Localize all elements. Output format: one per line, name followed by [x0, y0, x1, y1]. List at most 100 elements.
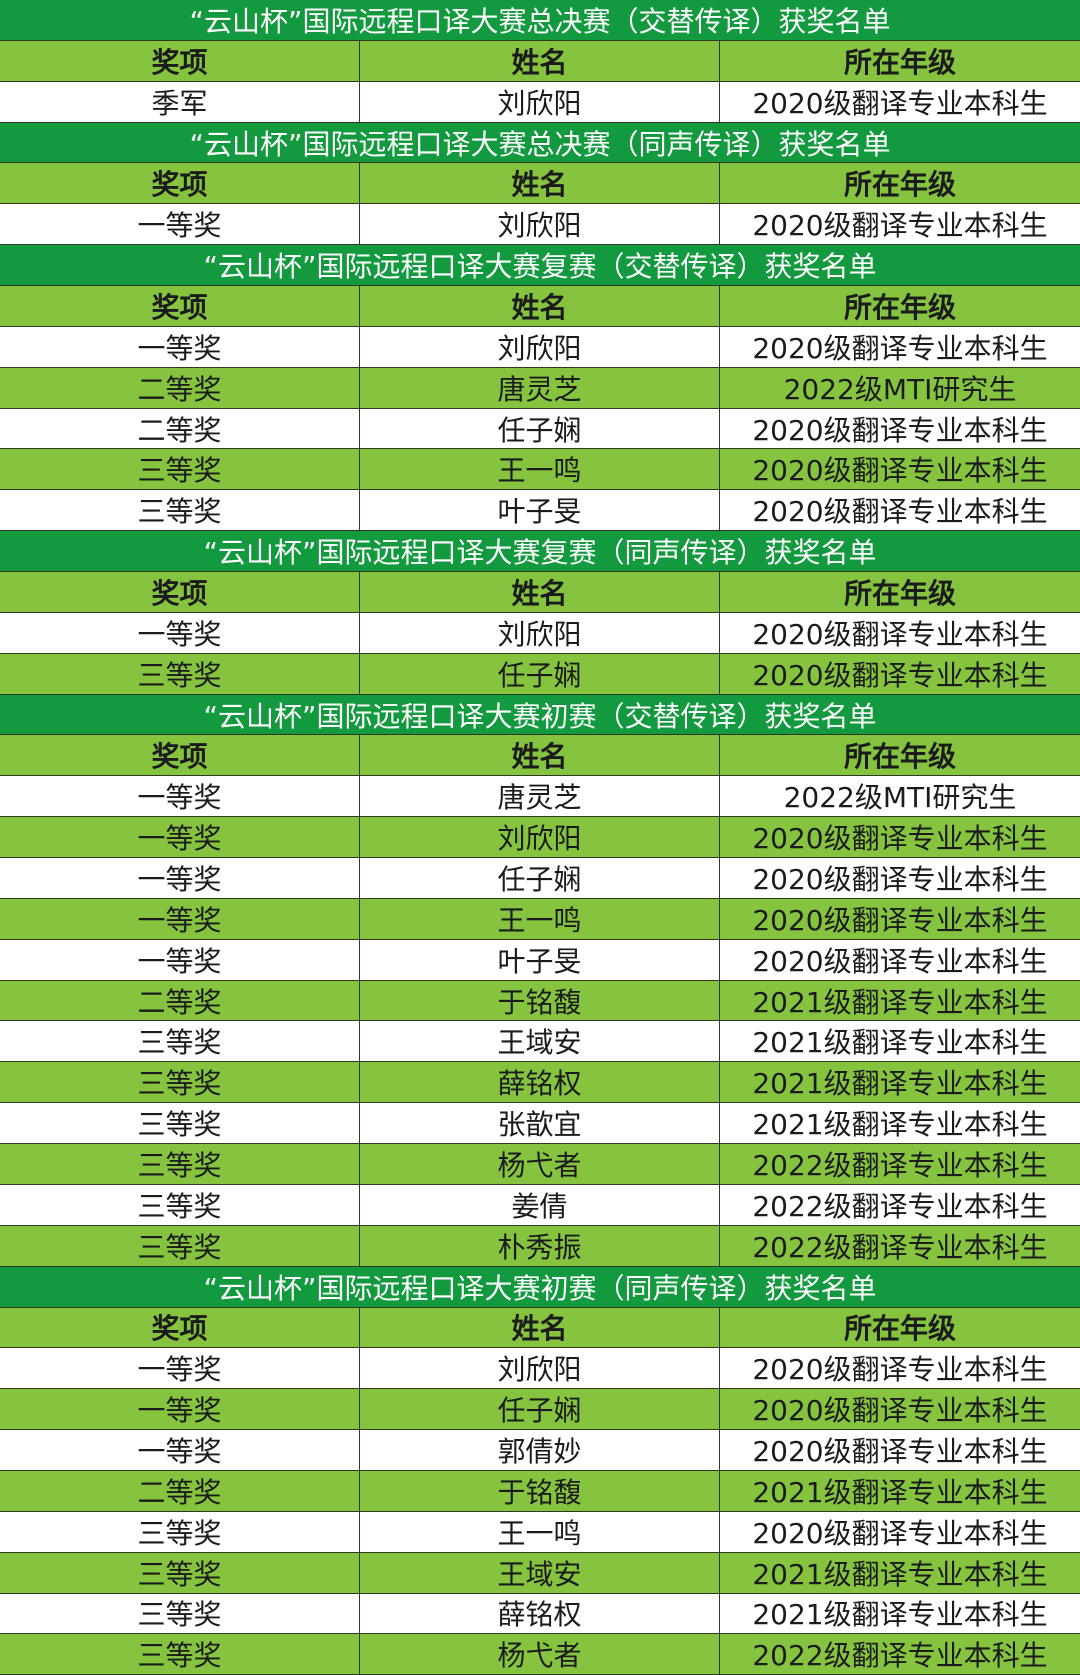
data-row: 季军 刘欣阳 2020级翻译专业本科生: [0, 81, 1080, 123]
header-cell: 所在年级: [843, 1312, 956, 1346]
data-cell: 朴秀振: [360, 1225, 720, 1266]
data-cell: 张歆宜: [360, 1103, 720, 1144]
data-row: 三等奖 薛铭权 2021级翻译专业本科生: [0, 1593, 1080, 1635]
data-row: 三等奖 王一鸣 2020级翻译专业本科生: [0, 1511, 1080, 1553]
data-cell: 任子娴: [360, 653, 720, 694]
data-cell: 二等奖: [0, 367, 360, 408]
data-cell: 三等奖: [0, 1184, 360, 1225]
data-cell: 薛铭权: [360, 1593, 720, 1634]
data-row: 一等奖 刘欣阳 2020级翻译专业本科生: [0, 817, 1080, 859]
header-cell: 奖项: [0, 1307, 360, 1348]
header-cell: 姓名: [360, 40, 720, 81]
data-cell: 一等奖: [0, 1430, 360, 1470]
data-cell: 2022级MTI研究生: [783, 781, 1017, 815]
data-row: 二等奖 任子娴 2020级翻译专业本科生: [0, 408, 1080, 450]
data-cell: 三等奖: [0, 1593, 360, 1634]
data-cell: 2020级翻译专业本科生: [752, 658, 1048, 692]
header-cell: 奖项: [0, 286, 360, 326]
data-cell: 2020级翻译专业本科生: [752, 331, 1048, 365]
data-row: 三等奖 任子娴 2020级翻译专业本科生: [0, 653, 1080, 695]
data-cell: 唐灵芝: [360, 776, 720, 817]
data-row: 三等奖 姜倩 2022级翻译专业本科生: [0, 1184, 1080, 1226]
section-title: “云山杯”国际远程口译大赛总决赛（同声传译）获奖名单: [0, 122, 1080, 164]
data-cell: 一等奖: [0, 776, 360, 817]
data-row: 三等奖 朴秀振 2022级翻译专业本科生: [0, 1225, 1080, 1267]
section-title: “云山杯”国际远程口译大赛复赛（同声传译）获奖名单: [0, 531, 1080, 573]
data-cell: 三等奖: [0, 1021, 360, 1062]
data-cell: 2021级翻译专业本科生: [752, 1557, 1048, 1591]
data-cell: 2021级翻译专业本科生: [752, 1026, 1048, 1060]
data-cell: 二等奖: [0, 408, 360, 449]
data-cell: 二等奖: [0, 1470, 360, 1511]
header-row: 奖项 姓名 所在年级: [0, 163, 1080, 205]
data-cell: 任子娴: [360, 1389, 720, 1430]
data-cell: 三等奖: [0, 1634, 360, 1675]
data-cell: 2020级翻译专业本科生: [752, 495, 1048, 529]
data-cell: 一等奖: [0, 204, 360, 245]
header-cell: 姓名: [360, 735, 720, 776]
data-row: 一等奖 唐灵芝 2022级MTI研究生: [0, 776, 1080, 818]
data-cell: 王域安: [360, 1021, 720, 1062]
data-cell: 季军: [0, 81, 360, 122]
header-cell: 所在年级: [843, 168, 956, 202]
header-cell: 姓名: [360, 572, 720, 612]
data-cell: 2020级翻译专业本科生: [752, 944, 1048, 978]
data-cell: 2020级翻译专业本科生: [752, 209, 1048, 243]
section-title: “云山杯”国际远程口译大赛总决赛（交替传译）获奖名单: [0, 0, 1080, 41]
data-cell: 王域安: [360, 1552, 720, 1593]
data-row: 一等奖 任子娴 2020级翻译专业本科生: [0, 858, 1080, 899]
header-cell: 姓名: [360, 1307, 720, 1348]
data-cell: 2021级翻译专业本科生: [752, 1598, 1048, 1632]
data-row: 一等奖 刘欣阳 2020级翻译专业本科生: [0, 326, 1080, 368]
data-cell: 2020级翻译专业本科生: [752, 413, 1048, 447]
data-cell: 三等奖: [0, 490, 360, 531]
header-row: 奖项 姓名 所在年级: [0, 572, 1080, 613]
data-row: 一等奖 叶子旻 2020级翻译专业本科生: [0, 939, 1080, 981]
header-row: 奖项 姓名 所在年级: [0, 286, 1080, 327]
data-row: 三等奖 叶子旻 2020级翻译专业本科生: [0, 490, 1080, 532]
data-cell: 2021级翻译专业本科生: [752, 1108, 1048, 1142]
data-row: 一等奖 王一鸣 2020级翻译专业本科生: [0, 898, 1080, 940]
data-cell: 唐灵芝: [360, 367, 720, 408]
data-cell: 一等奖: [0, 1389, 360, 1430]
data-cell: 一等奖: [0, 939, 360, 980]
data-row: 三等奖 杨弋者 2022级翻译专业本科生: [0, 1144, 1080, 1185]
data-cell: 一等奖: [0, 817, 360, 858]
data-cell: 2021级翻译专业本科生: [752, 985, 1048, 1019]
data-cell: 2020级翻译专业本科生: [752, 617, 1048, 651]
data-cell: 刘欣阳: [360, 612, 720, 653]
section-title: “云山杯”国际远程口译大赛初赛（同声传译）获奖名单: [0, 1266, 1080, 1308]
header-cell: 所在年级: [843, 576, 956, 610]
header-row: 奖项 姓名 所在年级: [0, 1307, 1080, 1349]
data-cell: 一等奖: [0, 858, 360, 898]
data-cell: 于铭馥: [360, 980, 720, 1021]
data-cell: 刘欣阳: [360, 81, 720, 122]
data-cell: 王一鸣: [360, 898, 720, 939]
data-row: 三等奖 王域安 2021级翻译专业本科生: [0, 1021, 1080, 1063]
data-cell: 王一鸣: [360, 1511, 720, 1552]
data-cell: 2020级翻译专业本科生: [752, 1353, 1048, 1387]
header-row: 奖项 姓名 所在年级: [0, 40, 1080, 82]
data-cell: 任子娴: [360, 858, 720, 898]
data-cell: 2021级翻译专业本科生: [752, 1067, 1048, 1101]
data-cell: 三等奖: [0, 1225, 360, 1266]
data-cell: 一等奖: [0, 1348, 360, 1389]
data-row: 二等奖 于铭馥 2021级翻译专业本科生: [0, 1470, 1080, 1512]
section-title: “云山杯”国际远程口译大赛复赛（交替传译）获奖名单: [0, 245, 1080, 287]
data-row: 一等奖 任子娴 2020级翻译专业本科生: [0, 1389, 1080, 1431]
data-cell: 2020级翻译专业本科生: [752, 1435, 1048, 1469]
data-cell: 三等奖: [0, 653, 360, 694]
data-cell: 2020级翻译专业本科生: [752, 903, 1048, 937]
header-cell: 姓名: [360, 163, 720, 204]
data-cell: 王一鸣: [360, 449, 720, 490]
data-cell: 三等奖: [0, 1103, 360, 1144]
data-cell: 叶子旻: [360, 490, 720, 531]
data-cell: 2020级翻译专业本科生: [752, 1394, 1048, 1428]
header-cell: 所在年级: [843, 290, 956, 324]
data-cell: 2022级翻译专业本科生: [752, 1189, 1048, 1223]
data-cell: 任子娴: [360, 408, 720, 449]
data-cell: 2020级翻译专业本科生: [752, 454, 1048, 488]
header-cell: 所在年级: [843, 45, 956, 79]
data-row: 一等奖 刘欣阳 2020级翻译专业本科生: [0, 612, 1080, 654]
